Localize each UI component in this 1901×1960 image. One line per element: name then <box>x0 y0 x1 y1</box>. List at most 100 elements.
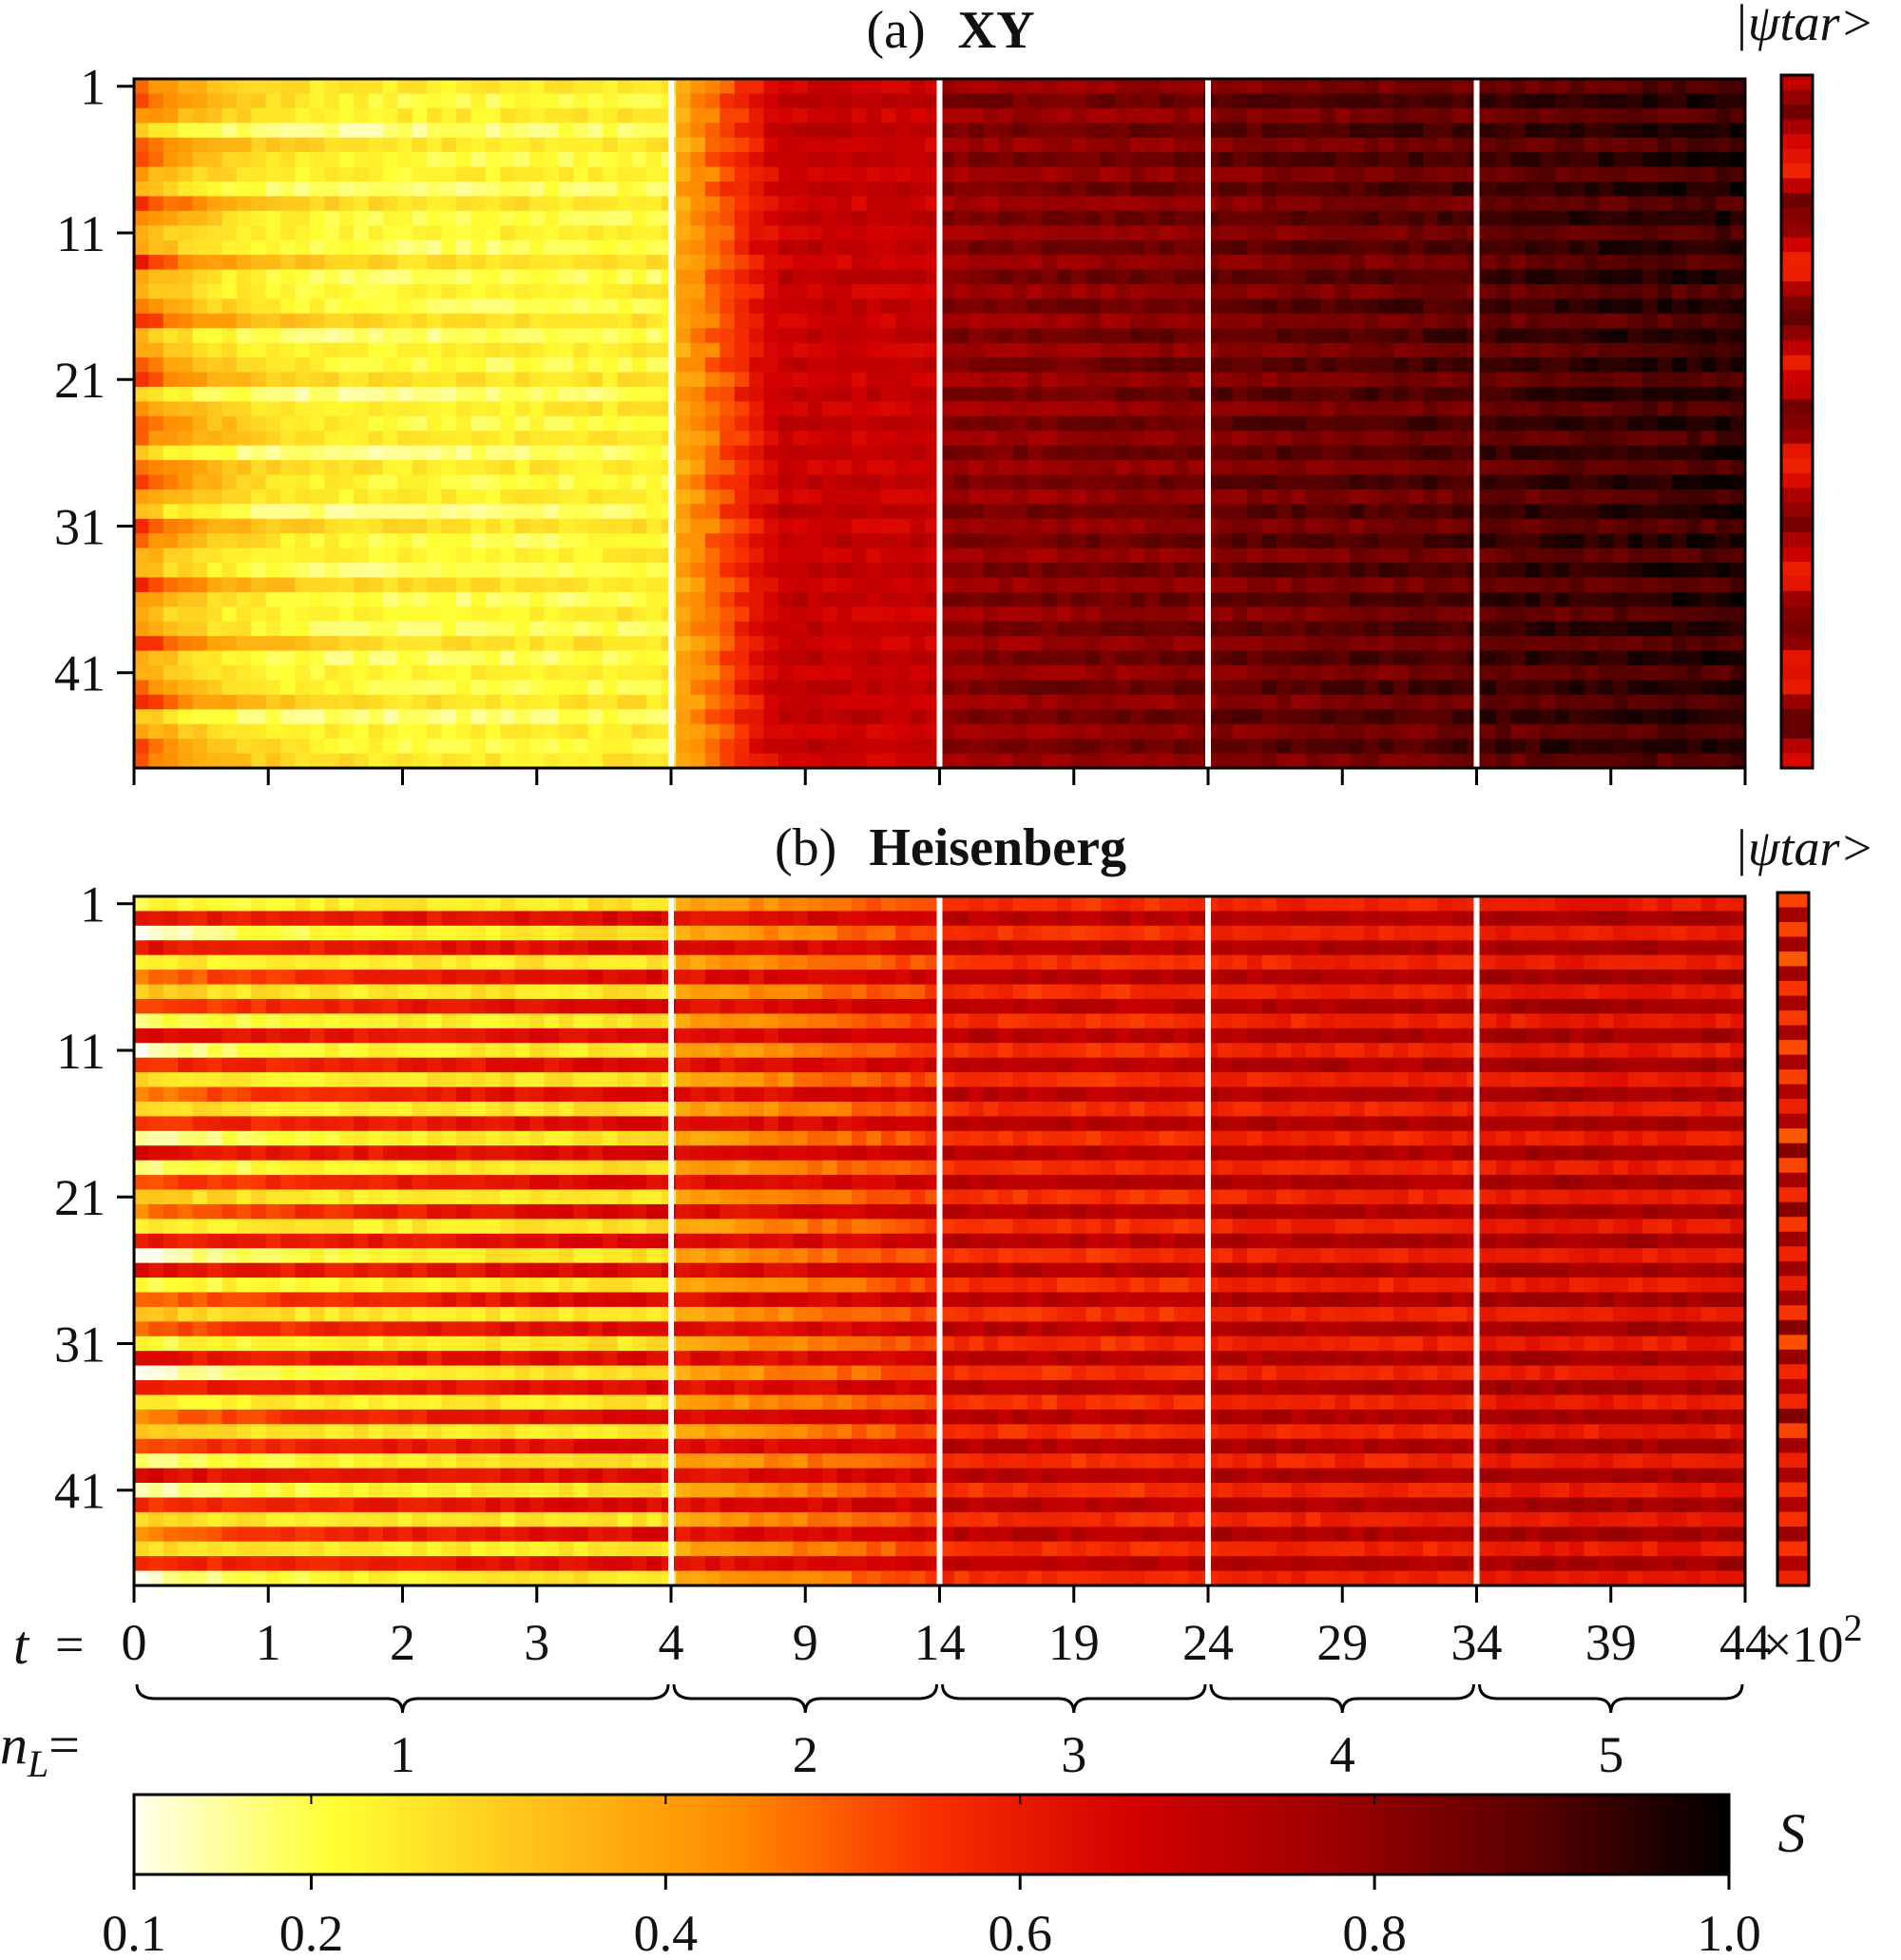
heatmap-cell <box>1393 460 1410 476</box>
heatmap-cell <box>895 123 912 139</box>
heatmap-cell <box>1232 123 1248 139</box>
heatmap-cell <box>1027 533 1043 549</box>
heatmap-cell <box>1613 518 1629 534</box>
heatmap-cell <box>1657 723 1673 740</box>
heatmap-cell <box>544 255 560 271</box>
heatmap-cell <box>1510 107 1527 124</box>
heatmap-cell <box>852 107 868 124</box>
heatmap-cell <box>207 533 223 549</box>
heatmap-cell <box>880 680 896 696</box>
heatmap-cell <box>1247 636 1263 652</box>
heatmap-cell <box>690 489 706 505</box>
heatmap-cell <box>1540 563 1556 579</box>
heatmap-cell <box>1584 415 1600 432</box>
heatmap-cell <box>720 181 736 198</box>
heatmap-cell <box>1115 93 1131 109</box>
heatmap-cell <box>1364 255 1380 271</box>
heatmap-cell <box>880 269 896 285</box>
heatmap-cell <box>778 723 795 740</box>
heatmap-cell <box>1408 548 1424 564</box>
heatmap-cell <box>1423 107 1439 124</box>
heatmap-cell <box>690 739 706 755</box>
heatmap-cell <box>1027 93 1043 109</box>
heatmap-cell <box>1686 694 1702 710</box>
heatmap-cell <box>1408 415 1424 432</box>
heatmap-cell <box>368 431 384 447</box>
heatmap-cell <box>631 709 647 725</box>
heatmap-cell <box>1364 107 1380 124</box>
heatmap-cell <box>338 269 355 285</box>
heatmap-cell <box>192 357 208 374</box>
heatmap-cell <box>192 107 208 124</box>
heatmap-cell <box>529 328 546 344</box>
heatmap-cell <box>1451 606 1468 623</box>
heatmap-cell <box>866 650 882 666</box>
heatmap-cell <box>895 210 912 226</box>
heatmap-cell <box>1657 342 1673 358</box>
heatmap-cell <box>836 665 853 682</box>
heatmap-cell <box>1393 665 1410 682</box>
heatmap-cell <box>1027 240 1043 256</box>
heatmap-cell <box>1276 328 1292 344</box>
heatmap-cell <box>1159 225 1175 241</box>
heatmap-cell <box>1320 591 1336 607</box>
heatmap-cell <box>1071 372 1087 388</box>
heatmap-cell <box>778 181 795 198</box>
heatmap-cell <box>397 328 413 344</box>
heatmap-cell <box>603 225 619 241</box>
heatmap-cell <box>836 518 853 534</box>
heatmap-cell <box>1071 650 1087 666</box>
heatmap-cell <box>1408 445 1424 461</box>
heatmap-cell <box>1129 123 1145 139</box>
heatmap-cell <box>163 680 179 696</box>
heatmap-cell <box>1335 137 1351 153</box>
heatmap-cell <box>397 107 413 124</box>
heatmap-cell <box>1085 386 1102 402</box>
heatmap-cell <box>676 313 692 329</box>
heatmap-cell <box>1056 533 1072 549</box>
heatmap-cell <box>1115 283 1131 299</box>
heatmap-cell <box>192 723 208 740</box>
heatmap-cell <box>953 137 970 153</box>
heatmap-cell <box>983 196 999 212</box>
heatmap-cell <box>558 137 574 153</box>
heatmap-cell <box>925 723 941 740</box>
heatmap-cell <box>236 591 252 607</box>
heatmap-cell <box>265 93 281 109</box>
heatmap-cell <box>852 210 868 226</box>
heatmap-cell <box>397 533 413 549</box>
heatmap-cell <box>236 79 252 95</box>
heatmap-cell <box>1115 504 1131 520</box>
heatmap-cell <box>470 431 487 447</box>
heatmap-cell <box>295 680 311 696</box>
heatmap-cell <box>441 328 457 344</box>
heatmap-cell <box>631 166 647 183</box>
heatmap-cell <box>1129 591 1145 607</box>
heatmap-cell <box>1115 489 1131 505</box>
heatmap-cell <box>1276 680 1292 696</box>
heatmap-cell <box>1144 196 1161 212</box>
heatmap-cell <box>1174 93 1190 109</box>
heatmap-cell <box>1393 474 1410 490</box>
heatmap-cell <box>1027 460 1043 476</box>
heatmap-cell <box>1291 665 1307 682</box>
heatmap-cell <box>1042 431 1058 447</box>
heatmap-cell <box>793 680 809 696</box>
heatmap-cell <box>1056 577 1072 593</box>
heatmap-cell <box>734 210 750 226</box>
heatmap-cell <box>1657 548 1673 564</box>
heatmap-cell <box>1554 107 1570 124</box>
heatmap-cell <box>1642 474 1659 490</box>
heatmap-cell <box>1085 137 1102 153</box>
heatmap-cell <box>953 255 970 271</box>
heatmap-cell <box>720 621 736 637</box>
heatmap-cell <box>1408 166 1424 183</box>
heatmap-cell <box>338 166 355 183</box>
heatmap-cell <box>969 372 985 388</box>
heatmap-cell <box>617 445 633 461</box>
heatmap-cell <box>354 123 370 139</box>
heatmap-cell <box>603 123 619 139</box>
heatmap-cell <box>251 694 267 710</box>
heatmap-cell <box>573 460 589 476</box>
heatmap-cell <box>514 694 530 710</box>
